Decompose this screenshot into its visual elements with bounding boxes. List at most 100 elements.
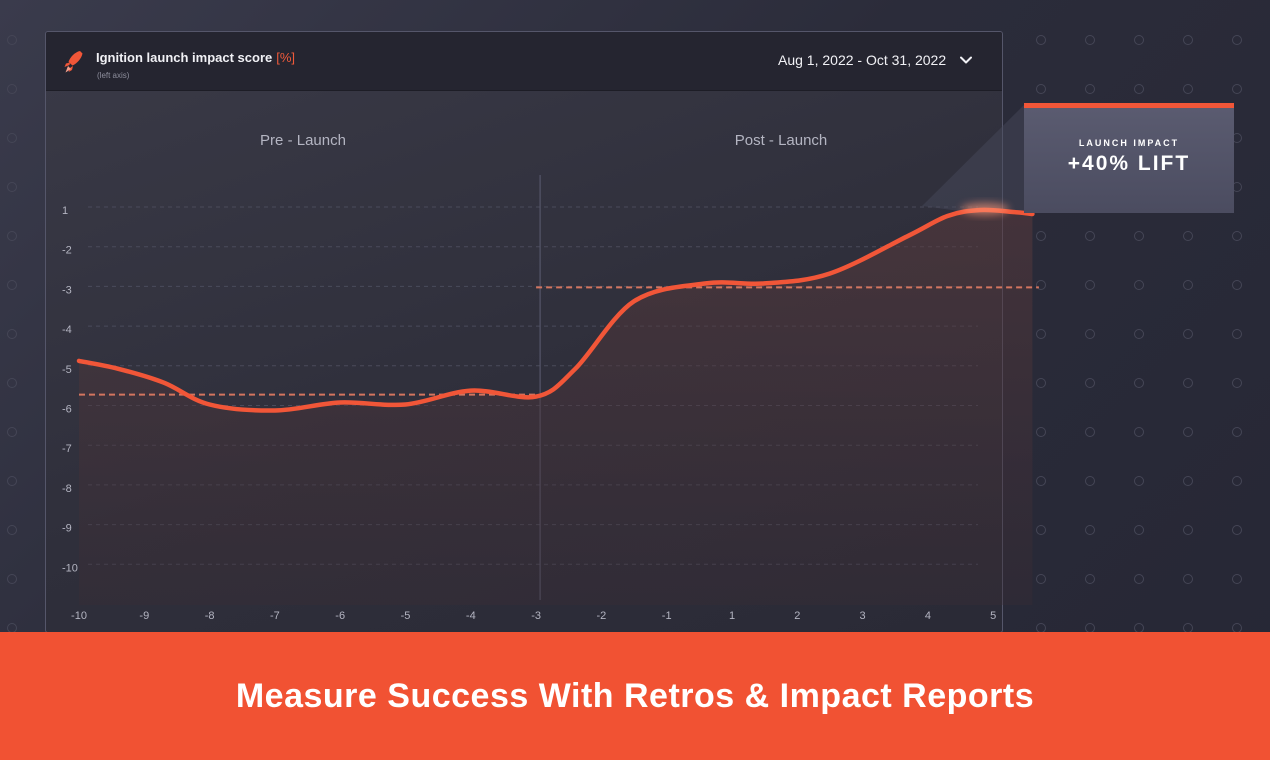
bg-dot xyxy=(1134,35,1144,45)
bg-dot xyxy=(7,84,17,94)
bg-dot xyxy=(1183,84,1193,94)
bg-dot xyxy=(1036,84,1046,94)
bg-dot xyxy=(1085,476,1095,486)
y-tick-label: -9 xyxy=(62,523,72,535)
bg-dot xyxy=(1232,35,1242,45)
x-tick-label: -8 xyxy=(205,610,215,622)
callout-value: +40% LIFT xyxy=(1067,152,1191,175)
bg-dot xyxy=(1134,84,1144,94)
y-tick-label: -5 xyxy=(62,364,72,376)
x-tick-label: -6 xyxy=(335,610,345,622)
bg-dot xyxy=(1183,476,1193,486)
peak-glow xyxy=(961,203,1010,215)
x-tick-label: -4 xyxy=(466,610,476,622)
bg-dot xyxy=(1232,280,1242,290)
bg-dot xyxy=(1085,378,1095,388)
bg-dot xyxy=(1134,378,1144,388)
launch-impact-callout: LAUNCH IMPACT +40% LIFT xyxy=(1024,108,1234,213)
phase-label-pre-launch: Pre - Launch xyxy=(260,132,346,149)
bg-dot xyxy=(1036,280,1046,290)
x-tick-label: 2 xyxy=(794,610,800,622)
bg-dot xyxy=(1232,525,1242,535)
bg-dot xyxy=(1183,280,1193,290)
bg-dot xyxy=(7,623,17,632)
bg-dot xyxy=(1036,525,1046,535)
bg-dot xyxy=(1134,231,1144,241)
x-tick-label: -1 xyxy=(662,610,672,622)
x-tick-label: 4 xyxy=(925,610,931,622)
bg-dot xyxy=(1036,231,1046,241)
bg-dot xyxy=(1183,574,1193,584)
x-tick-label: -9 xyxy=(139,610,149,622)
bg-dot xyxy=(1036,574,1046,584)
bg-dot xyxy=(1232,476,1242,486)
bg-dot xyxy=(1183,525,1193,535)
callout-accent-bar xyxy=(1024,103,1234,108)
x-tick-label: -7 xyxy=(270,610,280,622)
bg-dot xyxy=(1183,378,1193,388)
y-tick-label: -8 xyxy=(62,483,72,495)
bg-dot xyxy=(1036,329,1046,339)
bg-dot xyxy=(1183,623,1193,632)
y-tick-label: -4 xyxy=(62,324,72,336)
bg-dot xyxy=(1183,231,1193,241)
bg-dot xyxy=(1085,329,1095,339)
bg-dot xyxy=(1085,427,1095,437)
y-tick-label: -3 xyxy=(62,284,72,296)
bg-dot xyxy=(1036,427,1046,437)
bg-dot xyxy=(1085,280,1095,290)
bg-dot xyxy=(1085,525,1095,535)
bg-dot xyxy=(1036,476,1046,486)
series-line xyxy=(76,207,1035,413)
callout-label: LAUNCH IMPACT xyxy=(1078,138,1180,148)
banner-title: Measure Success With Retros & Impact Rep… xyxy=(235,676,1035,715)
bg-dot xyxy=(1085,574,1095,584)
bg-dot xyxy=(1232,427,1242,437)
bg-dot xyxy=(1183,35,1193,45)
bg-dot xyxy=(1232,378,1242,388)
chart-header: Ignition launch impact score [%] (left ax… xyxy=(46,32,1002,91)
callout-beam xyxy=(922,105,1024,213)
bg-dot xyxy=(1232,84,1242,94)
phase-label-post-launch: Post - Launch xyxy=(734,132,828,149)
y-tick-label: -10 xyxy=(62,562,78,574)
bg-dot xyxy=(1085,35,1095,45)
impact-chart: 1 -2 -3 -4 -5 -6 -7 -8 -9 -10 -10 -9 -8 -7 -6 -5 -4 -3 -2 -… xyxy=(62,105,1039,622)
bg-dot xyxy=(7,427,17,437)
x-tick-label: -10 xyxy=(71,610,87,622)
bg-dot xyxy=(1134,623,1144,632)
footer-banner: Measure Success With Retros & Impact Rep… xyxy=(0,632,1270,760)
bg-dot xyxy=(1232,231,1242,241)
bg-dot xyxy=(1085,84,1095,94)
bg-dot xyxy=(1232,329,1242,339)
bg-dot xyxy=(7,476,17,486)
bg-dot xyxy=(1183,329,1193,339)
bg-dot xyxy=(7,574,17,584)
x-tick-label: -3 xyxy=(531,610,541,622)
bg-dot xyxy=(7,231,17,241)
x-tick-label: 3 xyxy=(860,610,866,622)
series-area xyxy=(79,209,1033,605)
y-tick-label: -2 xyxy=(62,245,72,257)
bg-dot xyxy=(7,133,17,143)
bg-dot xyxy=(1134,574,1144,584)
y-tick-label: -7 xyxy=(62,443,72,455)
y-tick-label: -6 xyxy=(62,404,72,416)
date-range-dropdown[interactable]: Aug 1, 2022 - Oct 31, 2022 xyxy=(778,52,973,68)
x-tick-label: -5 xyxy=(401,610,411,622)
bg-dot xyxy=(7,378,17,388)
bg-dot xyxy=(7,329,17,339)
metric-title: Ignition launch impact score [%] xyxy=(96,50,296,65)
x-tick-label: 5 xyxy=(990,610,996,622)
bg-dot xyxy=(1036,378,1046,388)
bg-dot xyxy=(1232,623,1242,632)
bg-dot xyxy=(7,525,17,535)
metric-unit: [%] xyxy=(276,50,296,65)
metric-subtitle: (left axis) xyxy=(97,71,130,80)
rocket-icon xyxy=(64,51,83,73)
y-tick-label: 1 xyxy=(62,205,68,217)
bg-dot xyxy=(1036,623,1046,632)
bg-dot xyxy=(1134,329,1144,339)
bg-dot xyxy=(1183,427,1193,437)
bg-dot xyxy=(7,182,17,192)
